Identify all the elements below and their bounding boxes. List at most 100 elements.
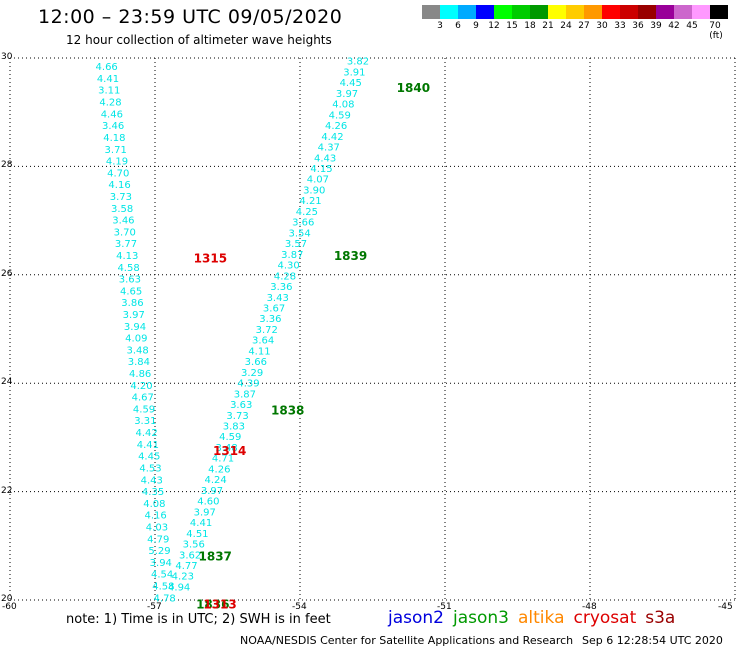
wave-height-value: 4.59 bbox=[329, 110, 351, 121]
color-swatch bbox=[566, 5, 584, 19]
wave-height-value: 3.43 bbox=[267, 293, 289, 304]
wave-height-value: 3.67 bbox=[263, 303, 285, 314]
color-scale-label: 42 bbox=[668, 21, 680, 31]
wave-height-value: 3.73 bbox=[110, 192, 132, 203]
color-scale-label: 21 bbox=[542, 21, 554, 31]
color-scale-label: 6 bbox=[455, 21, 461, 31]
wave-height-value: 4.78 bbox=[154, 593, 176, 604]
wave-height-value: 3.94 bbox=[124, 322, 146, 333]
wave-height-value: 4.16 bbox=[145, 511, 167, 522]
wave-height-value: 3.46 bbox=[112, 216, 134, 227]
pass-label: 1839 bbox=[334, 249, 367, 263]
wave-height-value: 3.29 bbox=[241, 368, 263, 379]
color-swatch bbox=[548, 5, 566, 19]
wave-height-value: 4.08 bbox=[332, 100, 354, 111]
color-scale bbox=[422, 5, 728, 19]
wave-height-value: 3.77 bbox=[115, 239, 137, 250]
wave-height-value: 4.60 bbox=[197, 497, 219, 508]
wave-height-value: 4.21 bbox=[299, 196, 321, 207]
wave-height-value: 3.57 bbox=[285, 239, 307, 250]
wave-height-value: 4.07 bbox=[307, 175, 329, 186]
wave-height-value: 4.53 bbox=[139, 463, 161, 474]
wave-height-value: 3.63 bbox=[230, 400, 252, 411]
pass-label: 1315 bbox=[194, 252, 227, 266]
wave-height-value: 4.37 bbox=[318, 143, 340, 154]
satellite-altika: altika bbox=[518, 608, 565, 628]
color-swatch bbox=[422, 5, 440, 19]
wave-height-value: 4.03 bbox=[146, 522, 168, 533]
color-scale-label: 18 bbox=[524, 21, 536, 31]
wave-height-value: 4.26 bbox=[208, 464, 230, 475]
wave-height-value: 4.77 bbox=[175, 561, 197, 572]
wave-height-value: 4.24 bbox=[205, 475, 227, 486]
generation-timestamp: Sep 6 12:28:54 UTC 2020 bbox=[582, 634, 723, 647]
wave-height-value: 3.31 bbox=[134, 416, 156, 427]
x-tick-label: -57 bbox=[147, 602, 162, 612]
satellite-jason2: jason2 bbox=[388, 608, 444, 628]
wave-height-value: 4.45 bbox=[138, 452, 160, 463]
satellite-s3a: s3a bbox=[645, 608, 676, 628]
color-scale-label: 27 bbox=[578, 21, 590, 31]
wave-height-value: 3.94 bbox=[150, 558, 172, 569]
color-scale-label: 33 bbox=[614, 21, 626, 31]
wave-height-value: 4.58 bbox=[152, 581, 174, 592]
wave-height-value: 4.86 bbox=[129, 369, 151, 380]
color-swatch bbox=[710, 5, 728, 19]
wave-height-value: 3.71 bbox=[105, 145, 127, 156]
wave-height-value: 3.36 bbox=[259, 314, 281, 325]
wave-height-value: 4.26 bbox=[325, 121, 347, 132]
color-swatch bbox=[458, 5, 476, 19]
wave-height-value: 4.54 bbox=[151, 570, 173, 581]
wave-height-value: 4.35 bbox=[142, 487, 164, 498]
y-tick-label: 20 bbox=[1, 594, 13, 604]
wave-height-value: 3.58 bbox=[111, 204, 133, 215]
satellite-jason3: jason3 bbox=[453, 608, 509, 628]
y-tick-label: 30 bbox=[1, 52, 13, 62]
wave-height-value: 4.42 bbox=[321, 132, 343, 143]
wave-height-value: 4.13 bbox=[116, 251, 138, 262]
wave-height-value: 3.54 bbox=[288, 228, 310, 239]
color-scale-label: 30 bbox=[596, 21, 608, 31]
wave-height-value: 4.71 bbox=[212, 454, 234, 465]
wave-height-value: 3.86 bbox=[121, 298, 143, 309]
wave-height-value: 3.63 bbox=[119, 275, 141, 286]
color-scale-label: 36 bbox=[632, 21, 644, 31]
wave-height-value: 3.87 bbox=[234, 389, 256, 400]
color-swatch bbox=[674, 5, 692, 19]
wave-height-value: 4.28 bbox=[99, 98, 121, 109]
wave-height-value: 4.08 bbox=[143, 499, 165, 510]
y-tick-label: 22 bbox=[1, 485, 13, 496]
wave-height-value: 4.25 bbox=[296, 207, 318, 218]
color-swatch bbox=[638, 5, 656, 19]
wave-height-value: 3.70 bbox=[114, 227, 136, 238]
color-scale-label: 3 bbox=[437, 21, 443, 31]
footer-note: note: 1) Time is in UTC; 2) SWH is in fe… bbox=[66, 612, 331, 627]
wave-height-value: 4.09 bbox=[125, 334, 147, 345]
wave-height-value: 3.66 bbox=[292, 218, 314, 229]
wave-height-value: 4.11 bbox=[248, 346, 270, 357]
wave-height-value: 3.91 bbox=[343, 67, 365, 78]
page-title: 12:00 – 23:59 UTC 09/05/2020 bbox=[38, 6, 343, 28]
y-tick-label: 24 bbox=[1, 377, 13, 388]
wave-height-value: 3.46 bbox=[102, 121, 124, 132]
pass-label: 1836 bbox=[196, 597, 229, 611]
wave-height-value: 3.97 bbox=[201, 486, 223, 497]
wave-height-value: 3.56 bbox=[183, 540, 205, 551]
y-tick-label: 26 bbox=[1, 268, 13, 279]
wave-height-value: 4.28 bbox=[274, 271, 296, 282]
wave-height-value: 4.59 bbox=[133, 404, 155, 415]
wave-height-value: 3.48 bbox=[215, 443, 237, 454]
wave-height-value: 4.41 bbox=[190, 518, 212, 529]
x-tick-label: -60 bbox=[2, 602, 17, 612]
color-scale-label: 24 bbox=[560, 21, 572, 31]
wave-height-value: 3.48 bbox=[126, 345, 148, 356]
wave-height-value: 4.65 bbox=[120, 286, 142, 297]
pass-label: 1837 bbox=[199, 550, 232, 564]
color-swatch bbox=[620, 5, 638, 19]
color-swatch bbox=[584, 5, 602, 19]
wave-height-value: 4.41 bbox=[137, 440, 159, 451]
wave-height-value: 3.97 bbox=[336, 89, 358, 100]
satellite-cryosat: cryosat bbox=[573, 608, 637, 628]
wave-height-value: 3.97 bbox=[194, 507, 216, 518]
